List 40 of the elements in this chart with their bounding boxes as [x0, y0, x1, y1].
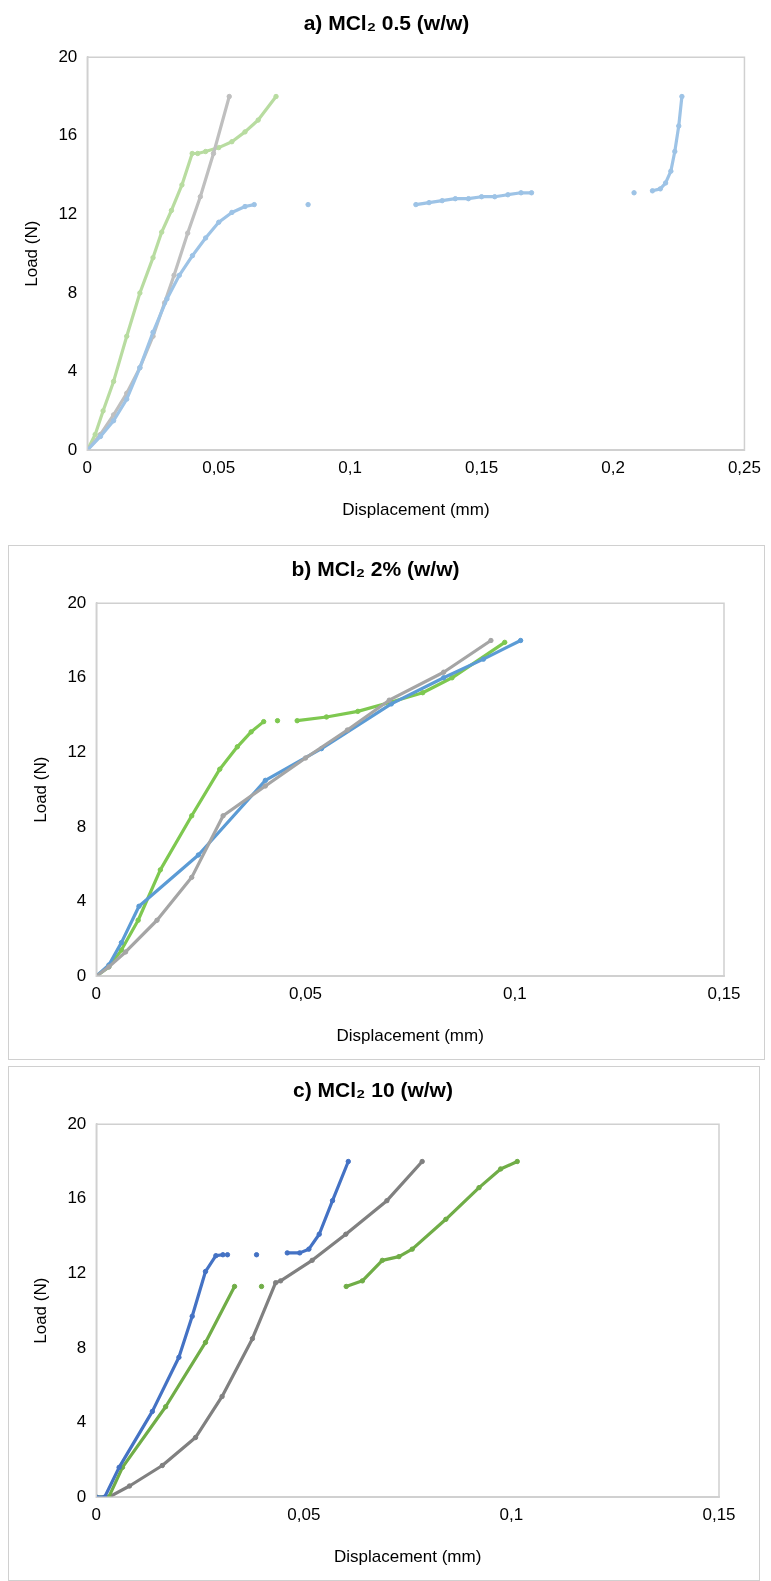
- x-axis-title: Displacement (mm): [342, 500, 490, 520]
- x-tick-label: 0,15: [702, 1505, 736, 1525]
- y-tick-label: 8: [76, 1337, 87, 1357]
- y-axis-title: Load (N): [30, 1277, 50, 1344]
- y-tick-label: 0: [76, 965, 87, 985]
- y-tick-label: 20: [67, 1113, 87, 1133]
- y-tick-label: 16: [67, 1188, 87, 1208]
- x-tick-label: 0,1: [502, 984, 527, 1004]
- x-tick-label: 0,15: [465, 458, 499, 478]
- y-tick-label: 20: [58, 46, 78, 66]
- x-tick-label: 0: [91, 984, 102, 1004]
- chart-title: b) MCl₂ 2% (w/w): [291, 557, 460, 581]
- x-tick-label: 0,05: [288, 984, 323, 1004]
- y-axis-title: Load (N): [30, 756, 50, 823]
- x-axis-title: Displacement (mm): [333, 1547, 482, 1567]
- y-tick-label: 12: [58, 204, 78, 224]
- y-axis-title: Load (N): [21, 220, 41, 287]
- x-axis-title: Displacement (mm): [336, 1026, 484, 1046]
- x-tick-label: 0,1: [499, 1505, 524, 1525]
- y-tick-label: 16: [58, 125, 78, 145]
- chart-title: a) MCl₂ 0.5 (w/w): [303, 11, 470, 35]
- x-tick-label: 0,15: [707, 984, 741, 1004]
- y-tick-label: 0: [67, 439, 78, 459]
- y-tick-label: 0: [76, 1486, 87, 1506]
- y-tick-label: 8: [67, 282, 78, 302]
- x-tick-label: 0,1: [338, 458, 362, 478]
- y-tick-label: 4: [67, 361, 78, 381]
- chart-title: c) MCl₂ 10 (w/w): [293, 1078, 453, 1102]
- y-tick-label: 4: [76, 891, 87, 911]
- x-tick-label: 0,05: [287, 1505, 321, 1525]
- y-tick-label: 12: [67, 742, 87, 762]
- y-tick-label: 8: [76, 816, 87, 836]
- y-tick-label: 16: [67, 667, 87, 687]
- x-tick-label: 0,05: [202, 458, 236, 478]
- y-tick-label: 12: [67, 1263, 87, 1283]
- x-tick-label: 0: [91, 1505, 102, 1525]
- y-tick-label: 20: [67, 592, 87, 612]
- x-tick-label: 0,25: [727, 458, 761, 478]
- x-tick-label: 0,2: [601, 458, 625, 478]
- y-tick-label: 4: [76, 1412, 87, 1432]
